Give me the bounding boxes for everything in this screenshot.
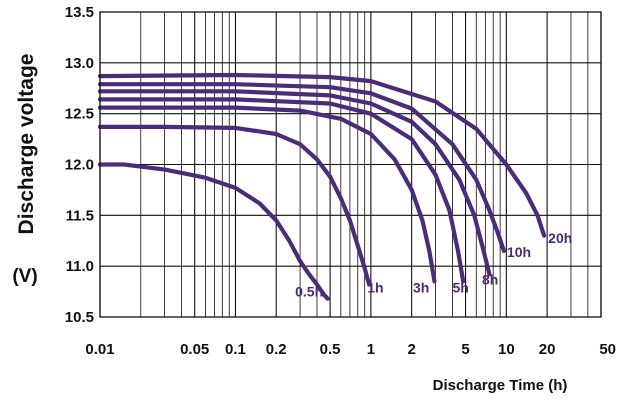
tick-layer: 0.01 0.05 0.1 0.2 0.5 1 2 5 10 20 50 10.5 11.0 11.5 12… [65,4,616,358]
x-axis-title: Discharge Time (h) [433,377,568,394]
plot-frame [99,11,602,318]
x-tick-label: 50 [599,341,616,358]
curve-label-0.5h: 0.5h [295,284,323,300]
x-tick-label: 0.05 [180,341,209,358]
y-tick-label: 13.5 [65,4,94,21]
x-tick-label: 20 [539,341,556,358]
y-tick-label: 11.0 [66,258,94,275]
discharge-curve-8h [97,89,492,277]
y-tick-label: 12.5 [65,106,94,123]
x-tick-label: 1 [367,341,375,358]
discharge-curve-5h [97,97,466,284]
x-tick-label: 10 [498,341,515,358]
y-axis-unit: (V) [12,266,37,287]
x-tick-label: 0.1 [225,341,246,358]
y-tick-label: 12.0 [65,157,94,174]
discharge-curve-20h [97,72,547,238]
discharge-curve-1h [97,124,372,287]
discharge-curve-0.5h [97,162,330,301]
y-tick-label: 13.0 [65,55,94,72]
x-tick-label: 0.01 [85,341,114,358]
grid-layer [99,11,602,318]
curve-label-5h: 5h [452,280,468,296]
x-tick-label: 0.5 [320,341,341,358]
discharge-curve-10h [97,82,506,253]
y-tick-label: 10.5 [65,309,94,326]
x-tick-label: 2 [407,341,415,358]
curve-label-8h: 8h [482,271,498,287]
x-tick-label: 0.2 [266,341,287,358]
y-tick-label: 11.5 [66,207,94,224]
discharge-curve-3h [97,105,437,284]
curve-label-3h: 3h [413,280,429,296]
curve-label-20h: 20h [548,230,572,246]
curve-label-1h: 1h [367,280,383,296]
curve-layer [97,72,547,301]
y-axis-title: Discharge voltage [15,54,38,235]
curve-label-layer: 0.5h 1h 3h 5h 8h 10h 20h [295,230,572,300]
curve-label-10h: 10h [507,244,531,260]
x-tick-label: 5 [461,341,469,358]
